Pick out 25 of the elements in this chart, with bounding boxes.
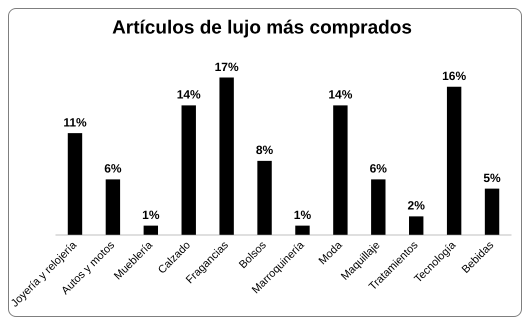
- data-label: 6%: [104, 162, 122, 176]
- chart-title: Artículos de lujo más comprados: [112, 18, 412, 39]
- data-label: 17%: [214, 60, 239, 74]
- bar: [144, 226, 158, 235]
- data-label: 1%: [294, 208, 312, 222]
- bar: [295, 226, 310, 235]
- bar: [371, 179, 386, 235]
- data-label: 6%: [370, 162, 388, 176]
- bar: [68, 133, 82, 235]
- bar: [409, 216, 424, 235]
- data-label: 14%: [328, 88, 353, 102]
- data-label: 16%: [442, 69, 466, 84]
- data-label: 5%: [483, 170, 502, 185]
- data-label: 1%: [142, 208, 160, 222]
- data-label: 8%: [256, 143, 274, 158]
- data-label: 14%: [176, 88, 202, 102]
- data-label: 11%: [63, 115, 87, 130]
- bar: [106, 179, 120, 235]
- bar: [182, 105, 196, 235]
- bar: [219, 78, 234, 235]
- data-label: 2%: [408, 198, 426, 213]
- bar: [257, 160, 272, 235]
- bar: [333, 105, 348, 235]
- bar: [446, 86, 462, 235]
- bar: [484, 188, 500, 235]
